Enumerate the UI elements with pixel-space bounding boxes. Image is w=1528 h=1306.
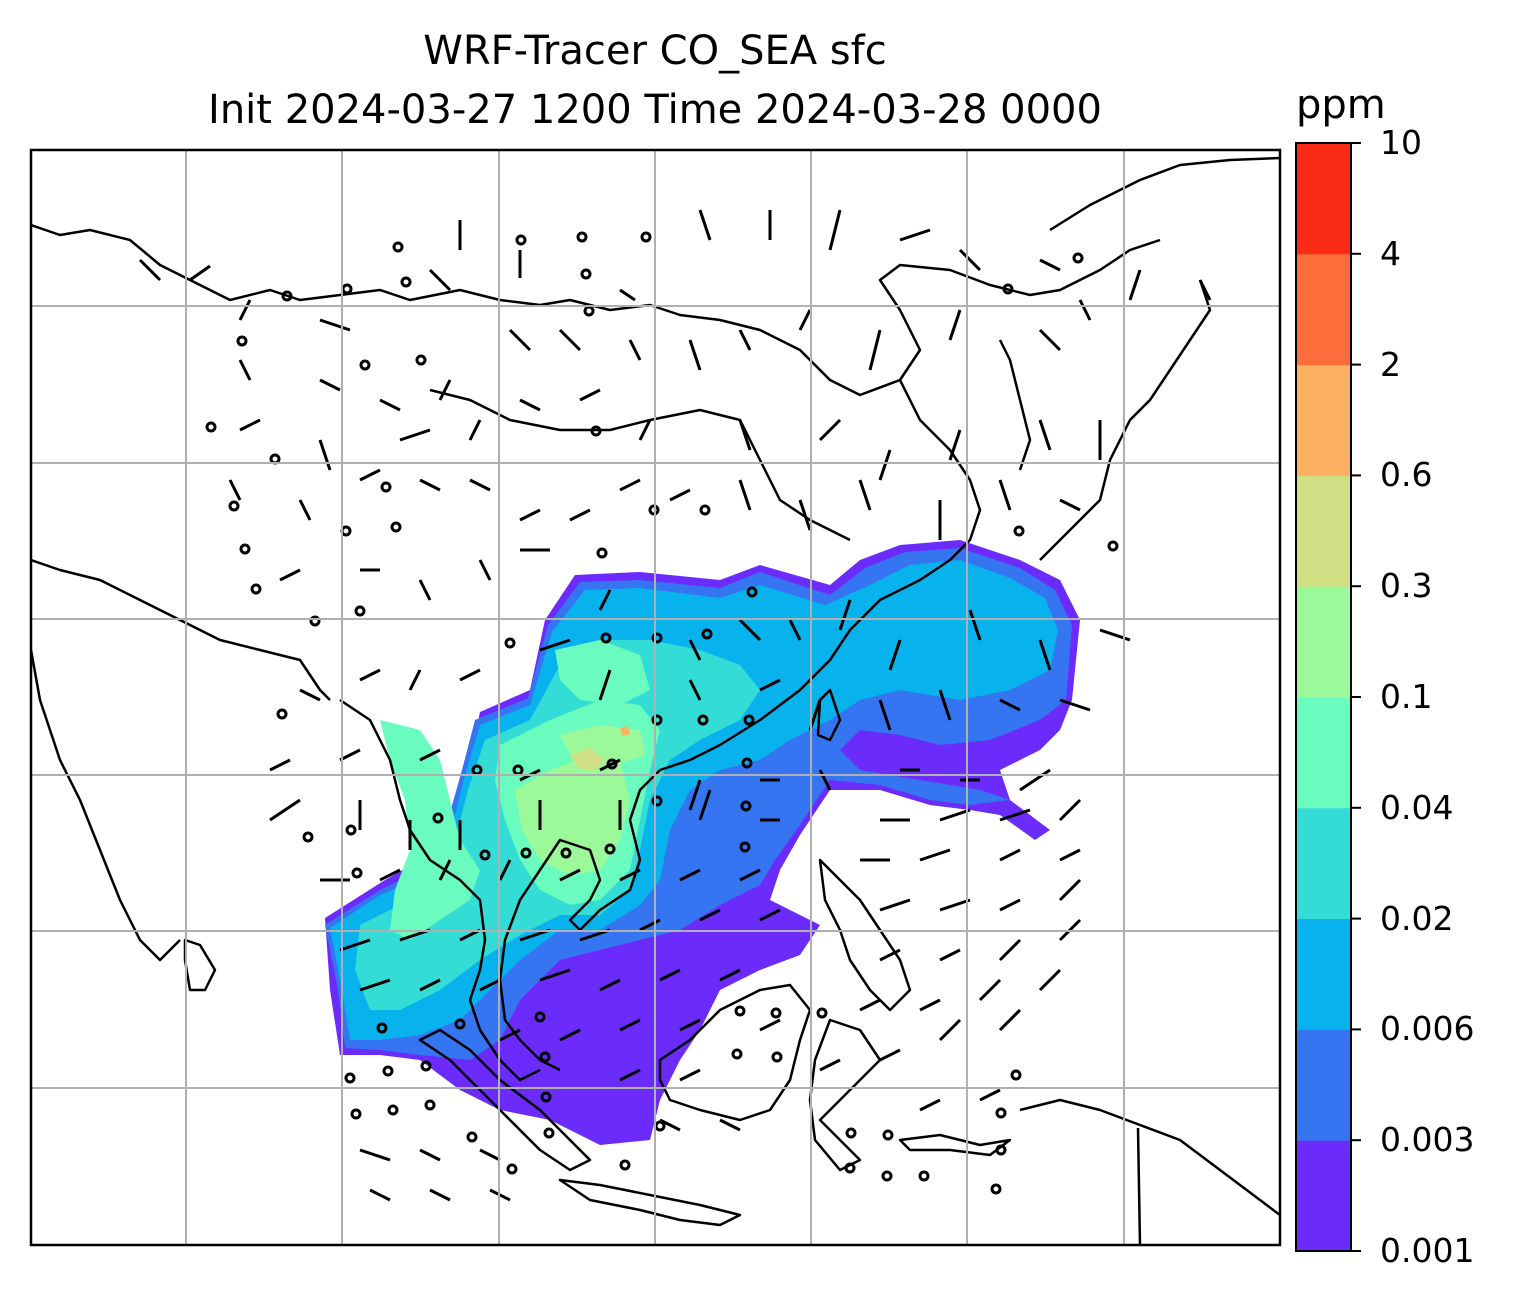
colorbar-tick-label: 10 (1380, 123, 1422, 162)
coastline-indochina (498, 769, 661, 1072)
gridlines (31, 150, 1280, 1245)
coastline-taiwan (816, 688, 842, 742)
coastline-india-west (31, 649, 181, 962)
colorbar-ticks (1351, 142, 1361, 1252)
border-newguinea (1136, 1127, 1142, 1245)
colorbar-tick-label: 4 (1380, 233, 1401, 273)
coastline-borneo (658, 983, 812, 1122)
coastline-japan (1039, 279, 1212, 561)
coastline-china-east (659, 379, 982, 772)
co-level-0.04c (555, 640, 650, 705)
colorbar-tick-label: 0.003 (1380, 1120, 1475, 1160)
co-level-0.3 (570, 748, 605, 770)
colorbar-band-4 (1296, 143, 1351, 255)
colorbar-unit-label: ppm (1296, 82, 1386, 128)
colorbar-band-0.6 (1296, 364, 1351, 476)
map-title-line1: WRF-Tracer CO_SEA sfc (423, 28, 887, 74)
colorbar-tick-label: 0.3 (1380, 566, 1433, 606)
colorbar-tick-label: 0.6 (1380, 455, 1433, 495)
map-area (31, 150, 1280, 1245)
colorbar-band-0.02 (1296, 807, 1351, 920)
coastline-north-asia (31, 223, 1161, 397)
colorbar-tick-label: 0.006 (1380, 1009, 1475, 1049)
co-level-0.6 (620, 726, 630, 736)
coastline-sumatra (418, 1028, 592, 1172)
colorbar-band-0.006 (1296, 918, 1351, 1030)
coastline-india-east (31, 558, 331, 701)
colorbar-tick-label: 0.001 (1380, 1231, 1475, 1270)
co-level-0.1 (515, 755, 630, 875)
colorbar-tick-label: 0.02 (1380, 898, 1454, 938)
coastline-korea (998, 339, 1032, 471)
coastline-china-inland (429, 388, 851, 542)
colorbar-band-2 (1296, 253, 1351, 366)
wind-barbs (138, 209, 1212, 1202)
map-frame (29, 148, 1282, 1247)
coastline-java (558, 1178, 742, 1227)
coastline-newguinea (1019, 1098, 1280, 1216)
colorbar-tick-label: 0.04 (1380, 787, 1454, 827)
map-title-line2: Init 2024-03-27 1200 Time 2024-03-28 000… (208, 87, 1102, 133)
colorbar-bands (1296, 143, 1351, 1252)
coastline-northeast (1049, 156, 1280, 232)
calm-wind-circles (205, 231, 1119, 1195)
colorbar-band-0.1 (1296, 586, 1351, 698)
colorbar-tick-label: 0.1 (1380, 677, 1433, 716)
colorbar (1295, 142, 1361, 1252)
colorbar-tick-label: 2 (1380, 344, 1401, 384)
colorbar-band-0.001 (1296, 1140, 1351, 1252)
coastline-myanmar (339, 698, 487, 971)
colorbar-band-0.003 (1296, 1029, 1351, 1141)
colorbar-band-0.3 (1296, 475, 1351, 587)
coastline-philippines (818, 858, 912, 1012)
coastline-malay-peninsula (468, 969, 541, 1082)
colorbar-band-0.04 (1296, 697, 1351, 809)
